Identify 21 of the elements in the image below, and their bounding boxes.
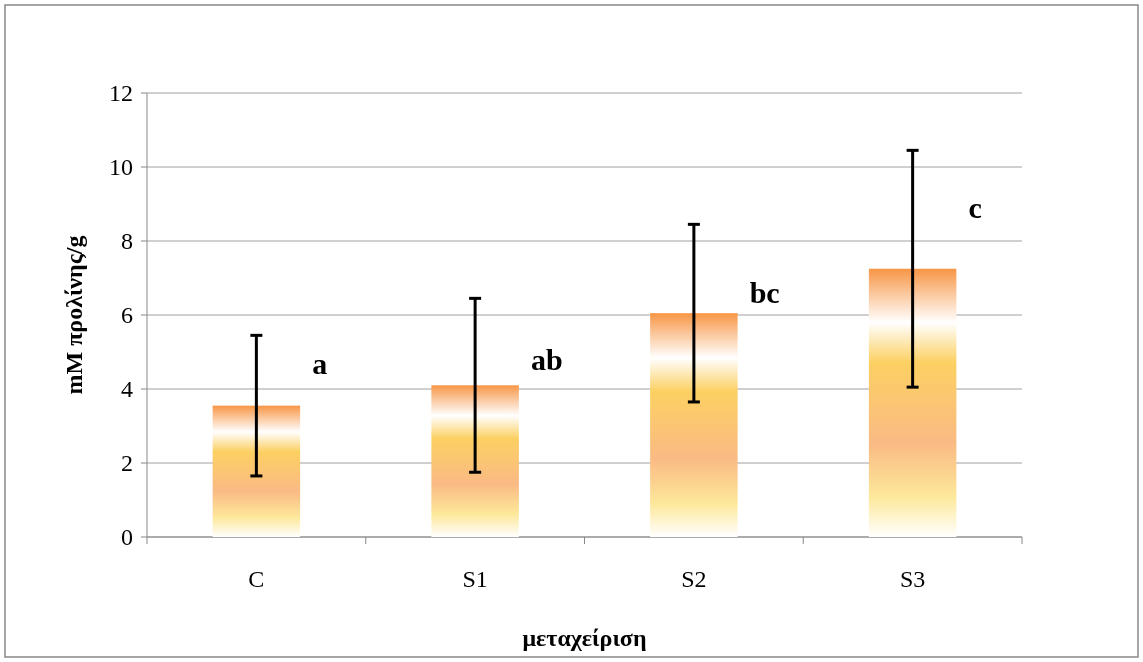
- x-axis-title: μεταχείριση: [522, 625, 647, 651]
- x-tick-label: S1: [462, 566, 488, 592]
- bar: [212, 405, 301, 537]
- y-tick-label: 2: [121, 450, 133, 477]
- y-tick-label: 10: [109, 154, 133, 181]
- y-tick-label: 6: [121, 302, 133, 329]
- bar: [868, 268, 957, 537]
- y-tick-label: 0: [121, 524, 133, 551]
- x-tick-label: S3: [899, 566, 926, 592]
- annotation: bc: [749, 276, 780, 310]
- x-tick-label: S2: [681, 566, 707, 592]
- x-tick-label: C: [248, 566, 265, 592]
- y-tick-label: 12: [109, 80, 133, 107]
- annotation: ab: [530, 342, 563, 376]
- annotation: a: [312, 346, 328, 380]
- y-tick-label: 8: [121, 228, 133, 255]
- y-tick-label: 4: [121, 376, 133, 403]
- bar: [431, 385, 519, 537]
- bar: [650, 313, 738, 537]
- annotation: c: [968, 191, 982, 225]
- y-axis-title: mM προλίνης/g: [61, 235, 87, 395]
